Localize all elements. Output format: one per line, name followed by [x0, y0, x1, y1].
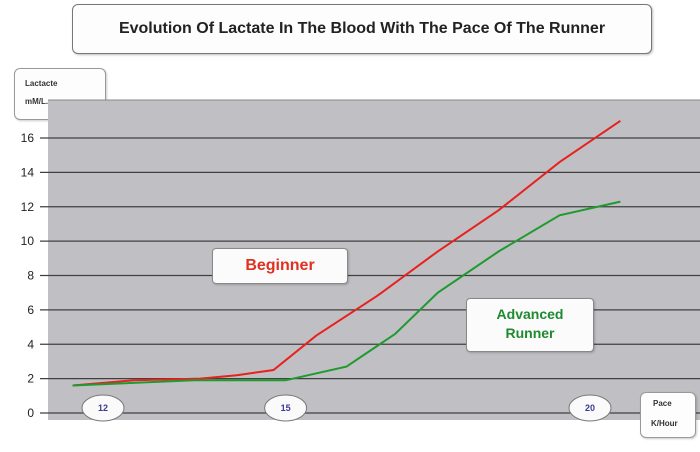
x-axis-label-line2: K/Hour — [651, 419, 678, 428]
x-axis-label-box: Pace K/Hour — [640, 392, 696, 438]
y-axis-label-line1: Lactacte — [25, 79, 58, 88]
x-axis-label-line1: Pace — [653, 399, 672, 408]
advanced-runner-label-line2: Runner — [505, 325, 555, 341]
y-tick-label: 10 — [21, 234, 35, 248]
x-tick-marker-15 — [264, 394, 308, 422]
y-tick-label: 8 — [27, 269, 34, 283]
advanced-runner-label: Advanced Runner — [466, 298, 594, 352]
y-tick-label: 16 — [21, 131, 35, 145]
x-tick-label: 12 — [98, 403, 108, 413]
x-tick-marker-20 — [568, 394, 612, 422]
y-axis-label-line2: mM/L. — [25, 97, 49, 106]
y-tick-label: 14 — [21, 165, 35, 179]
x-tick-label: 15 — [281, 403, 291, 413]
chart-title: Evolution Of Lactate In The Blood With T… — [72, 4, 652, 54]
advanced-runner-series-line — [72, 200, 621, 387]
advanced-runner-label-line1: Advanced — [496, 306, 564, 322]
y-tick-label: 4 — [27, 337, 34, 351]
x-tick-label: 20 — [585, 403, 595, 413]
y-tick-label: 2 — [27, 372, 34, 386]
y-tick-label: 6 — [27, 303, 34, 317]
y-tick-label: 0 — [27, 406, 34, 420]
beginner-label: Beginner — [212, 248, 348, 284]
y-tick-label: 12 — [21, 200, 35, 214]
x-tick-marker-12 — [81, 394, 125, 422]
beginner-series-line — [72, 119, 621, 387]
plot-area — [48, 100, 700, 420]
